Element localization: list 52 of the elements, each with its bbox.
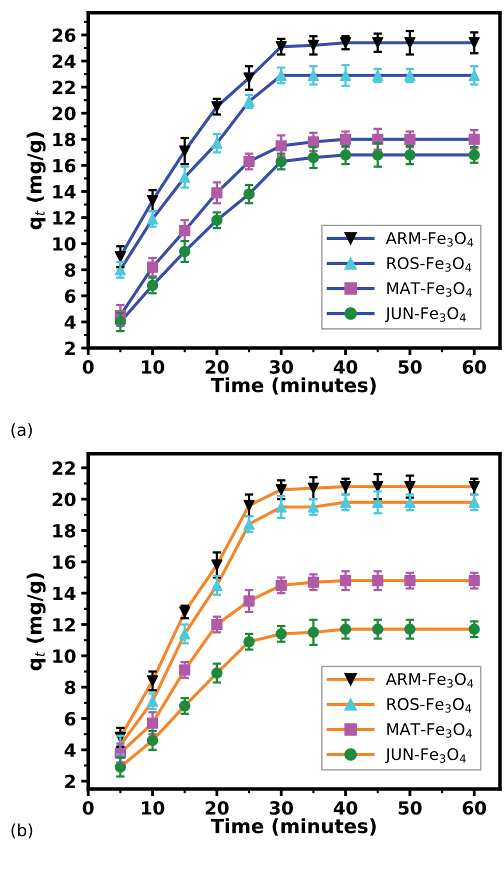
x-tick-label: 20 [206, 801, 229, 815]
legend-label: ARM-Fe$_{3}$O$_{4}$ [386, 672, 474, 688]
y-tick-label: 12 [53, 211, 75, 224]
y-tick-label: 20 [52, 492, 76, 506]
y-tick-label: 8 [64, 263, 76, 277]
y-tick-label: 16 [53, 555, 76, 569]
y-tick-label: 14 [53, 586, 76, 600]
y-axis-title: q$_{t}$ (mg/g) [26, 132, 46, 230]
x-axis-title: Time (minutes) [210, 818, 376, 836]
legend-label: JUN-Fe$_{3}$O$_{4}$ [384, 748, 466, 764]
y-tick-label: 22 [52, 80, 75, 94]
x-tick-label: 10 [142, 801, 164, 815]
y-tick-label: 16 [53, 158, 76, 173]
x-tick-label: 0 [82, 360, 94, 374]
y-tick-label: 4 [64, 316, 76, 329]
x-tick-label: 30 [270, 360, 293, 374]
x-tick-label: 40 [334, 801, 358, 815]
x-tick-label: 40 [334, 360, 358, 374]
x-tick-label: 50 [398, 801, 422, 815]
y-tick-label: 10 [53, 237, 76, 251]
legend-label: ROS-Fe$_{3}$O$_{4}$ [387, 698, 472, 713]
y-tick-label: 8 [64, 680, 76, 694]
y-tick-label: 14 [53, 185, 76, 198]
legend-label: MAT-Fe$_{3}$O$_{4}$ [387, 723, 472, 738]
legend-label: JUN-Fe$_{3}$O$_{4}$ [384, 307, 466, 322]
y-tick-label: 6 [64, 712, 76, 726]
text: (a) [12, 423, 32, 438]
y-tick-label: 2 [65, 774, 75, 788]
text: (b) [12, 824, 32, 838]
x-tick-label: 30 [270, 801, 293, 815]
y-tick-label: 18 [53, 524, 76, 538]
y-tick-label: 18 [53, 132, 76, 146]
x-tick-label: 20 [206, 360, 229, 374]
x-tick-label: 0 [82, 801, 94, 815]
y-tick-label: 24 [52, 54, 76, 68]
x-tick-label: 50 [398, 360, 422, 374]
x-tick-label: 60 [462, 360, 486, 374]
legend-label: ROS-Fe$_{3}$O$_{4}$ [387, 257, 472, 272]
x-tick-label: 10 [142, 360, 164, 374]
x-axis-title: Time (minutes) [210, 377, 376, 395]
y-tick-label: 2 [65, 342, 75, 355]
y-tick-label: 10 [53, 649, 76, 663]
x-tick-label: 60 [462, 801, 486, 815]
y-tick-label: 6 [64, 289, 76, 303]
y-tick-label: 12 [53, 618, 75, 632]
y-tick-label: 20 [52, 106, 76, 120]
legend-label: MAT-Fe$_{3}$O$_{4}$ [387, 282, 472, 297]
y-tick-label: 22 [52, 461, 75, 475]
legend-label: ARM-Fe$_{3}$O$_{4}$ [386, 232, 474, 247]
y-tick-label: 4 [64, 744, 76, 757]
y-tick-label: 26 [52, 28, 76, 42]
y-axis-title: q$_{t}$ (mg/g) [26, 573, 46, 670]
